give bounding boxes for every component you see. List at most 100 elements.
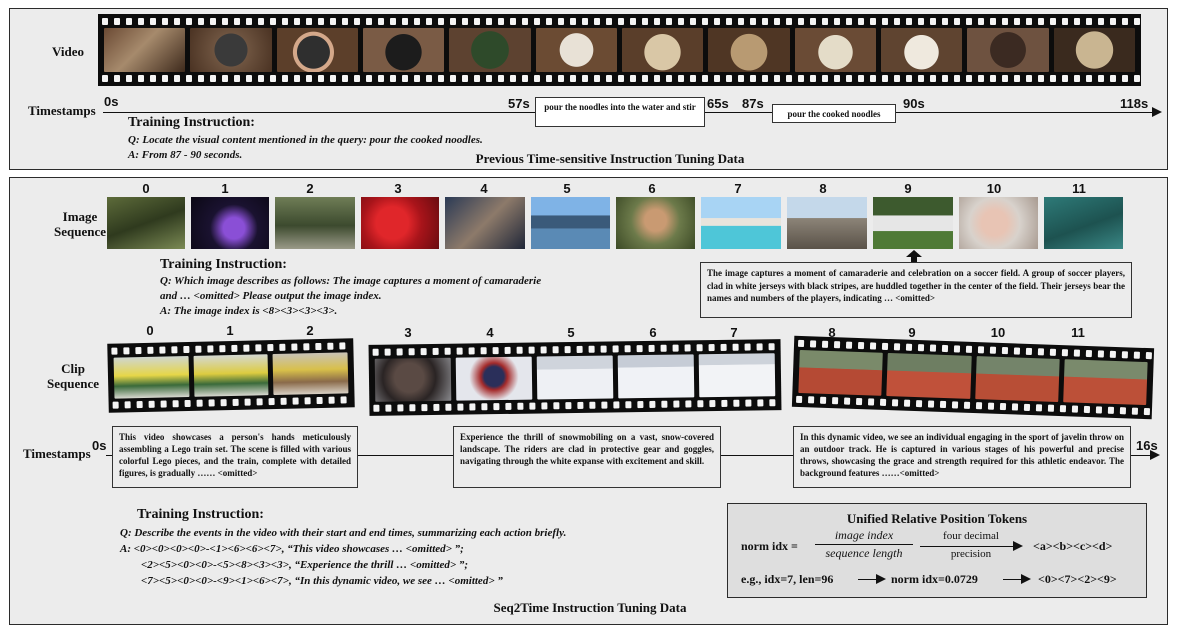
clip-frame xyxy=(974,356,1060,402)
film-hole xyxy=(589,401,596,409)
clip-index-8: 8 xyxy=(828,325,836,340)
film-hole xyxy=(328,396,335,404)
film-hole xyxy=(433,403,440,411)
film-hole xyxy=(529,402,536,410)
film-hole xyxy=(373,404,380,412)
film-hole xyxy=(222,18,228,25)
film-hole xyxy=(769,399,776,407)
film-hole xyxy=(198,18,204,25)
film-hole xyxy=(942,18,948,25)
clip-sequence-label-text: Clip Sequence xyxy=(47,361,99,391)
fraction-denominator: sequence length xyxy=(825,546,903,560)
top-ti-question: Q: Locate the visual content mentioned i… xyxy=(128,134,483,146)
clip-frame xyxy=(113,355,190,399)
image-thumb-6 xyxy=(616,197,695,249)
film-hole xyxy=(786,18,792,25)
film-hole xyxy=(1074,18,1080,25)
film-hole xyxy=(939,400,947,409)
film-hole xyxy=(546,18,552,25)
film-hole xyxy=(768,343,775,351)
film-hole xyxy=(810,18,816,25)
film-hole xyxy=(438,18,444,25)
film-hole xyxy=(196,399,203,407)
film-hole xyxy=(858,18,864,25)
film-hole xyxy=(774,75,780,82)
film-hole xyxy=(457,403,464,411)
film-hole xyxy=(894,18,900,25)
film-hole xyxy=(709,400,716,408)
film-hole xyxy=(917,344,925,352)
film-hole xyxy=(552,346,559,354)
film-hole xyxy=(330,18,336,25)
clip-sequence-label: Clip Sequence xyxy=(38,361,108,391)
example-arrow-2-head xyxy=(1021,574,1031,584)
film-hole xyxy=(845,341,853,349)
example-arrow-2-line xyxy=(1003,579,1023,581)
film-hole xyxy=(480,347,487,355)
film-hole xyxy=(600,345,607,353)
film-hole xyxy=(582,18,588,25)
film-hole xyxy=(186,75,192,82)
tick-57s: 57s xyxy=(508,96,530,111)
film-hole xyxy=(114,18,120,25)
event-box-stir: pour the noodles into the water and stir xyxy=(535,97,705,127)
example-mid: norm idx=0.0729 xyxy=(891,572,978,586)
clip-frame xyxy=(193,354,269,397)
precision-arrow-line xyxy=(920,546,1014,548)
top-timestamps-label: Timestamps xyxy=(28,103,96,118)
film-holes-top xyxy=(98,18,1141,25)
film-hole xyxy=(1026,18,1032,25)
film-hole xyxy=(159,346,166,354)
film-hole xyxy=(756,343,763,351)
film-hole xyxy=(673,400,680,408)
film-hole xyxy=(123,347,130,355)
film-hole xyxy=(696,344,703,352)
clip-ti-answer-3: <7><5><0><0>-<9><1><6><7>, “In this dyna… xyxy=(141,575,503,587)
film-hole xyxy=(294,75,300,82)
film-hole xyxy=(882,75,888,82)
film-hole xyxy=(666,75,672,82)
film-hole xyxy=(342,18,348,25)
video-frame xyxy=(708,28,790,72)
film-hole xyxy=(528,346,535,354)
film-hole xyxy=(930,75,936,82)
film-hole xyxy=(468,347,475,355)
film-hole xyxy=(965,345,973,353)
film-hole xyxy=(978,75,984,82)
tick-118s: 118s xyxy=(1120,96,1149,111)
film-hole xyxy=(989,346,997,354)
video-frame xyxy=(621,28,704,72)
film-hole xyxy=(114,75,120,82)
film-hole xyxy=(504,346,511,354)
film-hole xyxy=(1002,75,1008,82)
film-hole xyxy=(147,346,154,354)
film-hole xyxy=(1050,18,1056,25)
film-hole xyxy=(244,398,251,406)
film-hole xyxy=(138,75,144,82)
film-hole xyxy=(1143,407,1151,416)
film-hole xyxy=(831,397,839,405)
image-thumb-10 xyxy=(959,197,1038,249)
film-hole xyxy=(625,401,632,409)
film-hole xyxy=(258,18,264,25)
clip-frame xyxy=(886,353,972,399)
film-hole xyxy=(929,344,937,352)
precision-arrow-bottom: precision xyxy=(950,548,992,560)
film-hole xyxy=(855,397,863,406)
video-frame xyxy=(190,28,272,72)
film-hole xyxy=(279,343,286,351)
film-hole xyxy=(304,397,311,405)
video-frame xyxy=(449,28,531,72)
film-hole xyxy=(858,75,864,82)
film-hole xyxy=(450,75,456,82)
film-hole xyxy=(843,397,851,405)
film-hole xyxy=(522,75,528,82)
film-hole xyxy=(1035,404,1043,412)
film-hole xyxy=(906,18,912,25)
film-hole xyxy=(234,18,240,25)
film-hole xyxy=(126,18,132,25)
film-hole xyxy=(1110,18,1116,25)
clip-index-3: 3 xyxy=(404,325,412,340)
clip-tick-start: 0s xyxy=(92,438,107,453)
film-hole xyxy=(721,399,728,407)
